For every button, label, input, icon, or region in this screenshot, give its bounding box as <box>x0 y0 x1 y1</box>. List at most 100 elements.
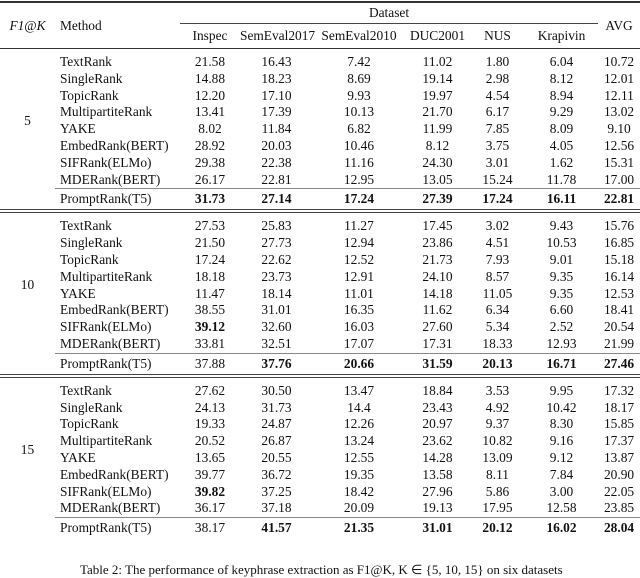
score-cell: 37.88 <box>180 352 240 376</box>
score-cell: 27.62 <box>194 382 226 398</box>
avg-cell: 12.53 <box>603 285 635 301</box>
score-cell: 12.93 <box>546 335 577 351</box>
score-cell: 22.81 <box>261 171 292 187</box>
score-cell: 31.01 <box>405 517 470 539</box>
avg-cell: 17.00 <box>603 171 635 187</box>
score-cell: 11.47 <box>195 285 225 301</box>
k-value: 10 <box>20 277 35 293</box>
score-cell: 38.17 <box>180 517 240 539</box>
table-row: YAKE 13.65 20.55 12.55 14.28 13.09 9.12 13.87 <box>0 450 640 467</box>
k-value: 5 <box>24 113 31 129</box>
score-cell: 1.80 <box>485 54 510 69</box>
score-cell: 7.42 <box>347 54 371 69</box>
top-rule <box>0 1 640 3</box>
score-cell: 13.47 <box>343 382 375 398</box>
table-caption: Table 2: The performance of keyphrase ex… <box>80 562 563 577</box>
score-cell: 19.35 <box>343 466 375 482</box>
score-cell: 32.60 <box>261 319 292 335</box>
method-cell: SIFRank(ELMo) <box>60 483 152 499</box>
avg-cell: 22.81 <box>598 188 640 212</box>
score-cell: 9.16 <box>549 433 574 449</box>
method-cell: TextRank <box>60 54 112 69</box>
proposed-row: PromptRank(T5) 37.88 37.76 20.66 31.59 20.13 1… <box>0 352 640 376</box>
score-cell: 9.35 <box>549 268 574 284</box>
avg-cell: 18.41 <box>603 302 635 318</box>
score-cell: 7.84 <box>549 466 574 482</box>
table-row: MDERank(BERT) 26.17 22.81 12.95 13.05 15.24 11… <box>0 172 640 189</box>
avg-cell: 16.85 <box>603 235 635 251</box>
score-cell: 2.98 <box>485 70 510 86</box>
score-cell: 4.51 <box>485 235 510 251</box>
score-cell: 37.18 <box>261 500 292 516</box>
method-cell: SingleRank <box>60 399 123 415</box>
empty-cell <box>0 518 55 539</box>
score-cell: 12.20 <box>194 87 226 103</box>
method-cell: TopicRank <box>60 87 119 103</box>
k-value: 15 <box>20 441 35 457</box>
score-cell: 12.91 <box>343 268 375 284</box>
table-row: 15 TextRank 27.62 30.50 13.47 18.84 3.53 9.95 17… <box>0 376 640 457</box>
score-cell: 8.11 <box>486 466 509 482</box>
score-cell: 17.39 <box>261 104 292 120</box>
avg-cell: 12.11 <box>604 87 634 103</box>
avg-cell: 28.04 <box>598 517 640 539</box>
score-cell: 19.13 <box>422 500 453 516</box>
method-cell: EmbedRank(BERT) <box>60 466 169 482</box>
score-cell: 39.82 <box>194 483 226 499</box>
score-cell: 41.57 <box>240 517 313 539</box>
score-cell: 3.01 <box>485 154 510 170</box>
score-cell: 27.53 <box>194 218 226 234</box>
score-cell: 8.09 <box>549 121 574 137</box>
score-cell: 9.37 <box>485 416 510 432</box>
score-cell: 9.35 <box>549 285 574 301</box>
table-row: SIFRank(ELMo) 39.12 32.60 16.03 27.60 5.34 2.5… <box>0 319 640 336</box>
avg-header: AVG <box>605 17 633 33</box>
score-cell: 20.97 <box>422 416 453 432</box>
score-cell: 13.24 <box>343 433 375 449</box>
score-cell: 20.66 <box>313 352 405 376</box>
score-cell: 18.18 <box>194 268 226 284</box>
score-cell: 4.05 <box>549 137 574 153</box>
score-cell: 23.43 <box>422 399 453 415</box>
score-cell: 20.55 <box>261 449 292 465</box>
avg-cell: 15.18 <box>603 251 635 267</box>
score-cell: 12.58 <box>546 500 577 516</box>
score-cell: 39.12 <box>194 319 226 335</box>
score-cell: 24.13 <box>194 399 226 415</box>
score-cell: 38.55 <box>194 302 226 318</box>
table-row: TopicRank 19.33 24.87 12.26 20.97 9.37 8.30 15.… <box>0 416 640 433</box>
score-cell: 27.73 <box>261 235 292 251</box>
score-cell: 9.93 <box>347 87 371 103</box>
score-cell: 12.52 <box>343 251 375 267</box>
score-cell: 13.05 <box>422 171 453 187</box>
score-cell: 18.33 <box>482 335 513 351</box>
score-cell: 17.95 <box>482 500 513 516</box>
method-cell: MultipartiteRank <box>60 104 153 120</box>
score-cell: 21.35 <box>313 517 405 539</box>
avg-cell: 17.37 <box>603 433 635 449</box>
score-cell: 11.99 <box>422 121 453 137</box>
score-cell: 16.03 <box>343 319 375 335</box>
score-cell: 20.12 <box>470 517 525 539</box>
score-cell: 27.60 <box>422 319 453 335</box>
method-cell: MDERank(BERT) <box>60 500 161 516</box>
score-cell: 13.65 <box>194 449 226 465</box>
method-cell: MDERank(BERT) <box>60 335 161 351</box>
score-cell: 5.86 <box>485 483 510 499</box>
score-cell: 31.73 <box>261 399 292 415</box>
score-cell: 21.50 <box>194 235 226 251</box>
avg-cell: 27.46 <box>598 352 640 376</box>
method-cell: MultipartiteRank <box>60 433 153 449</box>
score-cell: 23.62 <box>422 433 453 449</box>
group-k-10: 10 TextRank 27.53 25.83 11.27 17.45 3.02 9.43 15… <box>0 211 640 376</box>
table-row: SingleRank 24.13 31.73 14.4 23.43 4.92 10.42 18… <box>0 400 640 417</box>
col-duc2001: DUC2001 <box>405 23 470 49</box>
score-cell: 17.07 <box>343 335 375 351</box>
score-cell: 36.17 <box>194 500 226 516</box>
method-cell: MultipartiteRank <box>60 268 153 284</box>
score-cell: 10.53 <box>546 235 577 251</box>
avg-cell: 15.31 <box>603 154 635 170</box>
score-cell: 7.85 <box>485 121 510 137</box>
score-cell: 17.10 <box>261 87 292 103</box>
score-cell: 14.4 <box>347 399 371 415</box>
